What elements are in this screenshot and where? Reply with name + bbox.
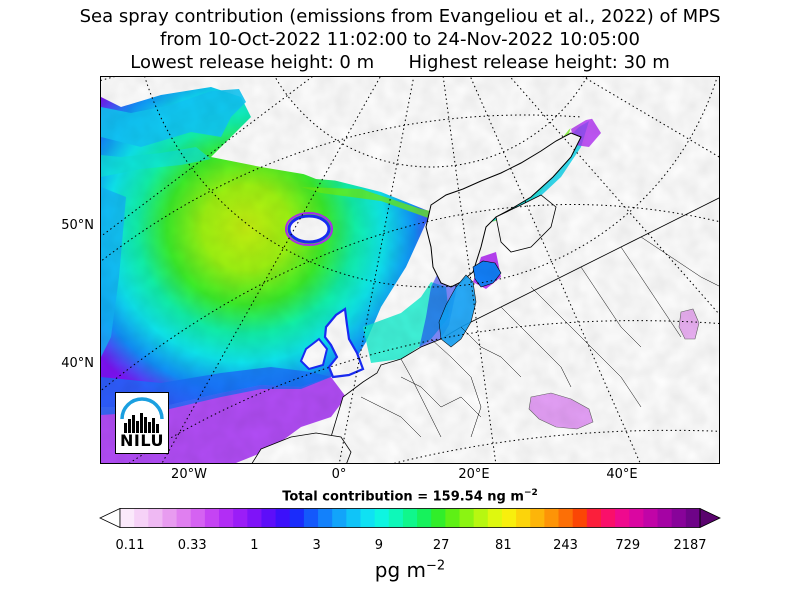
- colorbar-swatch: [176, 508, 192, 528]
- colorbar-swatch: [417, 508, 432, 528]
- map-panel: [100, 76, 720, 464]
- colorbar-swatch: [629, 508, 645, 528]
- lon-label-20w: 20°W: [171, 467, 207, 482]
- colorbar-tick-label: 1: [250, 538, 259, 553]
- total-contribution-exponent: −2: [523, 488, 538, 498]
- colorbar-unit-exponent: −2: [426, 558, 446, 574]
- colorbar-tick-label: 2187: [673, 538, 707, 553]
- total-contribution-text: Total contribution = 159.54 ng m: [282, 489, 524, 505]
- colorbar-swatch: [219, 508, 234, 528]
- colorbar-swatch: [303, 508, 319, 528]
- colorbar-swatch: [643, 508, 659, 528]
- colorbar-swatch: [318, 508, 333, 528]
- colorbar-swatch: [473, 508, 489, 528]
- colorbar-swatch: [204, 508, 220, 528]
- colorbar-swatch: [516, 508, 531, 528]
- colorbar-swatch: [120, 508, 135, 528]
- colorbar-swatch: [247, 508, 263, 528]
- colorbar-graphic: [99, 507, 721, 529]
- colorbar: [98, 507, 722, 529]
- colorbar-border: [119, 508, 701, 528]
- colorbar-swatch: [671, 508, 687, 528]
- colorbar-swatch: [657, 508, 673, 528]
- colorbar-swatch: [332, 508, 347, 528]
- colorbar-over-extension: [699, 507, 721, 529]
- colorbar-swatch: [261, 508, 277, 528]
- lon-label-20e: 20°E: [458, 467, 490, 482]
- colorbar-swatch: [402, 508, 418, 528]
- nilu-logo: NILU: [115, 392, 169, 454]
- colorbar-swatch: [148, 508, 164, 528]
- map-canvas: [101, 77, 719, 463]
- colorbar-swatch: [346, 508, 362, 528]
- colorbar-swatch: [501, 508, 517, 528]
- colorbar-swatch: [685, 508, 701, 528]
- colorbar-swatch: [289, 508, 305, 528]
- colorbar-swatch: [615, 508, 630, 528]
- colorbar-unit-base: pg m: [374, 558, 427, 582]
- colorbar-swatch: [544, 508, 560, 528]
- colorbar-swatch: [374, 508, 390, 528]
- colorbar-swatch: [572, 508, 588, 528]
- colorbar-swatch: [190, 508, 206, 528]
- colorbar-swatch: [586, 508, 602, 528]
- colorbar-swatch: [275, 508, 291, 528]
- nilu-logo-text: NILU: [120, 431, 164, 450]
- total-contribution: Total contribution = 159.54 ng m−2: [0, 488, 800, 504]
- lat-label-40n: 40°N: [61, 356, 94, 371]
- colorbar-tick-label: 3: [312, 538, 321, 553]
- colorbar-tick-label: 27: [432, 538, 450, 553]
- colorbar-tick-label: 729: [615, 538, 641, 553]
- country-borders: [360, 236, 719, 438]
- map-title-line-3: Lowest release height: 0 m Highest relea…: [130, 52, 670, 73]
- colorbar-swatch: [233, 508, 248, 528]
- colorbar-swatch: [530, 508, 545, 528]
- colorbar-tick-label: 0.11: [115, 538, 145, 553]
- nilu-logo-graphic: [120, 397, 164, 433]
- colorbar-unit: pg m−2: [0, 558, 800, 582]
- colorbar-swatch: [431, 508, 446, 528]
- colorbar-swatch: [487, 508, 503, 528]
- colorbar-tick-label: 243: [553, 538, 578, 553]
- colorbar-tick-label: 81: [495, 538, 512, 553]
- colorbar-swatch: [360, 508, 376, 528]
- colorbar-swatch: [162, 508, 178, 528]
- colorbar-tick-label: 0.33: [177, 538, 207, 553]
- colorbar-under-extension: [99, 507, 121, 529]
- colorbar-swatch: [558, 508, 574, 528]
- lon-label-40e: 40°E: [606, 467, 638, 482]
- colorbar-swatch: [134, 508, 149, 528]
- lat-label-50n: 50°N: [61, 218, 94, 233]
- colorbar-swatch: [388, 508, 404, 528]
- colorbar-swatch: [459, 508, 475, 528]
- colorbar-tick-label: 9: [374, 538, 384, 553]
- map-title-line-2: from 10-Oct-2022 11:02:00 to 24-Nov-2022…: [160, 29, 640, 50]
- lon-label-0: 0°: [331, 467, 347, 482]
- colorbar-swatch: [600, 508, 616, 528]
- map-title-line-1: Sea spray contribution (emissions from E…: [79, 6, 721, 27]
- colorbar-swatch: [445, 508, 461, 528]
